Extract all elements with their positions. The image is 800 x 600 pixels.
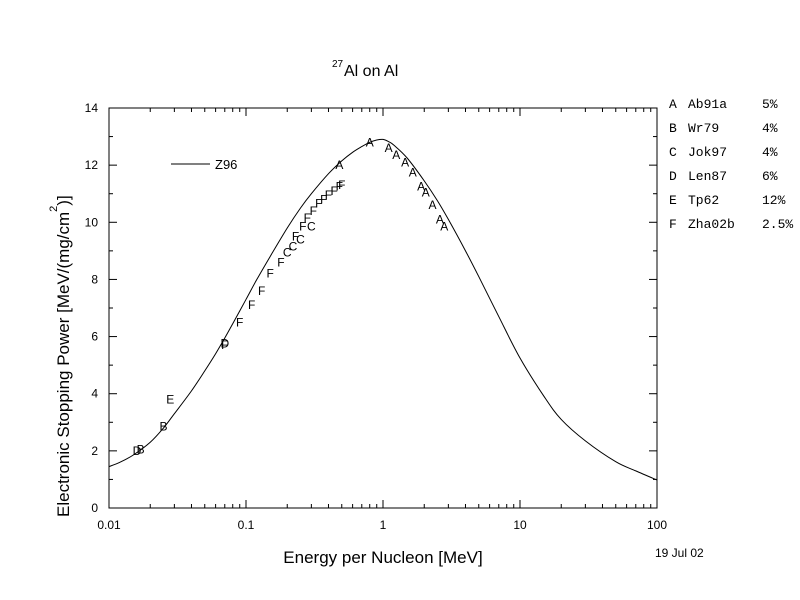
data-point-f: F <box>336 180 343 194</box>
data-point-a: A <box>436 212 444 226</box>
data-point-f: F <box>338 178 345 192</box>
y-tick-label: 4 <box>91 387 98 401</box>
data-point-c: C <box>283 245 292 259</box>
data-point-a: A <box>366 135 374 149</box>
reference-name: Len87 <box>688 169 727 184</box>
y-tick-label: 0 <box>91 501 98 515</box>
data-point-a: A <box>401 155 409 169</box>
x-tick-label: 1 <box>380 518 387 532</box>
reference-letter: A <box>669 97 677 112</box>
y-tick-label: 10 <box>85 215 99 229</box>
reference-letter: C <box>669 145 677 160</box>
reference-uncertainty: 4% <box>762 121 778 136</box>
reference-uncertainty: 6% <box>762 169 778 184</box>
chart-title-superscript: 27 <box>332 59 344 70</box>
x-axis-label: Energy per Nucleon [MeV] <box>283 548 482 567</box>
reference-letter: B <box>669 121 677 136</box>
y-axis-label: Electronic Stopping Power [MeV/(mg/cm2)] <box>48 195 73 517</box>
data-point-a: A <box>417 180 425 194</box>
plot-frame <box>108 107 658 509</box>
reference-uncertainty: 4% <box>762 145 778 160</box>
data-point-f: F <box>304 211 311 225</box>
data-point-c: C <box>296 232 305 246</box>
reference-letter: D <box>669 169 677 184</box>
y-tick-label: 6 <box>91 330 98 344</box>
data-point-f: F <box>266 267 273 281</box>
reference-name: Jok97 <box>688 145 727 160</box>
y-tick-label: 2 <box>91 444 98 458</box>
reference-name: Wr79 <box>688 121 719 136</box>
data-point-b: B <box>160 420 168 434</box>
data-point-f: F <box>221 338 228 352</box>
reference-uncertainty: 5% <box>762 97 778 112</box>
x-tick-label: 0.1 <box>238 518 255 532</box>
data-point-f: F <box>325 188 332 202</box>
data-point-a: A <box>422 185 430 199</box>
y-axis-label-main: Electronic Stopping Power [MeV/(mg/cm <box>54 212 73 517</box>
data-point-f: F <box>292 230 299 244</box>
y-tick-label: 12 <box>85 158 99 172</box>
reference-uncertainty: 12% <box>762 193 786 208</box>
x-tick-label: 100 <box>647 518 667 532</box>
data-point-f: F <box>315 197 322 211</box>
data-point-a: A <box>440 220 448 234</box>
data-point-a: A <box>335 158 343 172</box>
data-point-f: F <box>258 284 265 298</box>
reference-letter: F <box>669 217 677 232</box>
data-point-f: F <box>310 204 317 218</box>
data-point-b: B <box>137 442 145 456</box>
data-point-c: C <box>289 240 298 254</box>
y-axis-label-close: )] <box>54 195 73 205</box>
data-point-f: F <box>320 192 327 206</box>
y-tick-label: 8 <box>91 272 98 286</box>
z96-curve <box>108 138 658 481</box>
x-tick-label: 10 <box>513 518 527 532</box>
data-point-a: A <box>385 141 393 155</box>
date-label: 19 Jul 02 <box>655 546 704 560</box>
data-point-f: F <box>277 255 284 269</box>
data-point-f: F <box>248 298 255 312</box>
data-point-a: A <box>409 165 417 179</box>
data-point-d: D <box>133 444 142 458</box>
reference-uncertainty: 2.5% <box>762 217 793 232</box>
chart-title: Al on Al <box>344 63 398 80</box>
x-axis-ticks: 0.01 0.1 1 10 100 <box>97 108 667 532</box>
reference-letter: E <box>669 193 677 208</box>
data-point-d: D <box>220 337 229 351</box>
x-tick-label: 0.01 <box>97 518 121 532</box>
reference-list: A Ab91a 5% B Wr79 4% C Jok97 4% D Len87 6% E Tp62 12% F… <box>669 97 793 232</box>
data-point-a: A <box>392 148 400 162</box>
data-point-a: A <box>429 198 437 212</box>
reference-name: Zha02b <box>688 217 735 232</box>
curve-legend-label: Z96 <box>215 157 237 172</box>
y-axis-ticks: 0 2 4 6 8 10 12 14 <box>85 101 657 515</box>
reference-name: Ab91a <box>688 97 727 112</box>
data-point-f: F <box>299 220 306 234</box>
y-tick-label: 14 <box>85 101 99 115</box>
data-point-f: F <box>330 184 337 198</box>
y-axis-label-group: Electronic Stopping Power [MeV/(mg/cm2)] <box>48 195 73 517</box>
data-point-c: C <box>307 220 316 234</box>
data-point-f: F <box>236 315 243 329</box>
data-point-e: E <box>166 392 174 406</box>
y-axis-label-superscript: 2 <box>48 206 60 212</box>
reference-name: Tp62 <box>688 193 719 208</box>
